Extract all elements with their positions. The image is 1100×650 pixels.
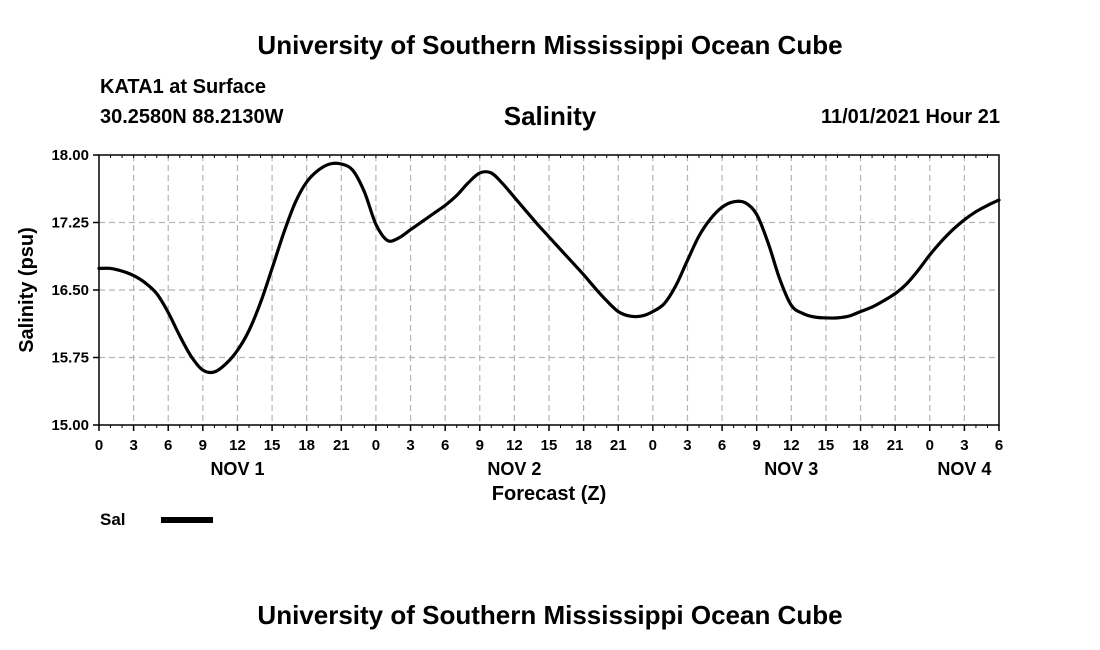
- legend-swatch: [161, 517, 213, 523]
- x-tick-label: 12: [229, 437, 246, 454]
- x-tick-label: 9: [476, 437, 484, 454]
- forecast-timestamp: 11/01/2021 Hour 21: [820, 106, 1000, 128]
- y-tick-labels: 15.00 15.75 16.50 17.25 18.00: [51, 147, 89, 434]
- x-tick-label: 6: [164, 437, 172, 454]
- station-label: KATA1 at Surface: [100, 76, 266, 98]
- x-tick-label: 18: [852, 437, 869, 454]
- y-tick-label: 16.50: [51, 282, 89, 299]
- x-tick-label: 15: [818, 437, 835, 454]
- footer-title: University of Southern Mississippi Ocean…: [257, 600, 843, 630]
- y-axis-title: Salinity (psu): [16, 227, 38, 353]
- x-tick-label: 9: [753, 437, 761, 454]
- x-tick-label: 0: [926, 437, 934, 454]
- date-labels: NOV 1 NOV 2 NOV 3 NOV 4: [210, 459, 991, 479]
- x-tick-label: 0: [372, 437, 380, 454]
- x-tick-label: 15: [264, 437, 281, 454]
- x-tick-label: 12: [783, 437, 800, 454]
- x-tick-label: 0: [649, 437, 657, 454]
- x-tick-label: 21: [610, 437, 627, 454]
- x-tick-label: 6: [441, 437, 449, 454]
- grid: [99, 155, 999, 425]
- station-coordinates: 30.2580N 88.2130W: [100, 106, 284, 128]
- y-tick-label: 17.25: [51, 215, 89, 232]
- x-tick-label: 3: [683, 437, 691, 454]
- x-tick-label: 9: [199, 437, 207, 454]
- x-tick-label: 18: [298, 437, 315, 454]
- date-label: NOV 4: [937, 459, 991, 479]
- x-tick-label: 0: [95, 437, 103, 454]
- salinity-series-line: [97, 161, 1001, 375]
- x-tick-label: 3: [129, 437, 137, 454]
- x-tick-label: 12: [506, 437, 523, 454]
- x-tick-labels: 0 3 6 9 12 15 18 21 0 3 6 9 12 15 18 21 0 3 6 9 12 15 18 21 0 3 6: [95, 437, 1003, 454]
- date-label: NOV 3: [764, 459, 818, 479]
- x-tick-label: 21: [887, 437, 904, 454]
- x-tick-label: 6: [995, 437, 1003, 454]
- x-tick-label: 3: [406, 437, 414, 454]
- y-tick-label: 15.75: [51, 350, 89, 367]
- page-title: University of Southern Mississippi Ocean…: [257, 30, 843, 60]
- x-tick-label: 6: [718, 437, 726, 454]
- x-tick-label: 21: [333, 437, 350, 454]
- axis-ticks: [93, 154, 1000, 431]
- x-tick-label: 15: [541, 437, 558, 454]
- legend-label: Sal: [100, 510, 126, 529]
- x-tick-label: 3: [960, 437, 968, 454]
- date-label: NOV 1: [210, 459, 264, 479]
- x-tick-label: 18: [575, 437, 592, 454]
- date-label: NOV 2: [487, 459, 541, 479]
- y-tick-label: 15.00: [51, 417, 89, 434]
- x-axis-title: Forecast (Z): [492, 483, 606, 505]
- chart-title: Salinity: [503, 101, 597, 131]
- y-tick-label: 18.00: [51, 147, 89, 164]
